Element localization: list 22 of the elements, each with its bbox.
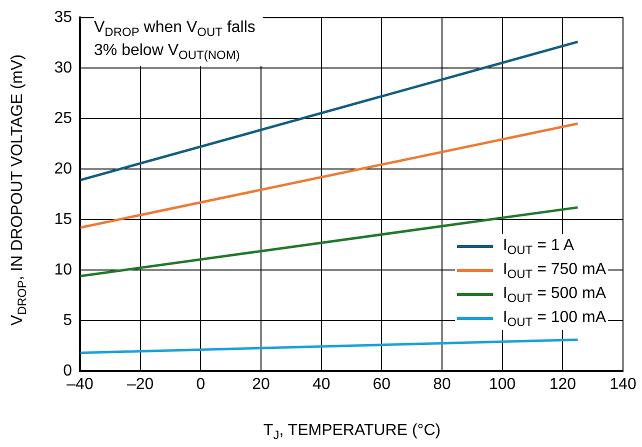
text: V$_{DROP}$ when V$_{OUT}$ falls 3% below V$_{OUT(NOM)}$ [94, 19, 256, 62]
y-tick-label: 35 [54, 9, 72, 26]
x-tick-label: 0 [196, 376, 206, 394]
y-tick-label: 30 [54, 59, 72, 76]
x-axis-title: T$_{J}$, TEMPERATURE (°C) [263, 422, 441, 442]
y-tick-label: 10 [54, 261, 72, 278]
x-tick-label: –20 [126, 376, 154, 394]
x-tick-label: 20 [252, 376, 270, 394]
y-tick-label: 25 [54, 110, 72, 127]
legend-label: I$_{OUT}$ = 1 A [502, 237, 574, 257]
x-tick-label: 60 [372, 376, 391, 394]
legend-label: I$_{OUT}$ = 750 mA [502, 261, 606, 281]
legend-label: I$_{OUT}$ = 500 mA [502, 285, 606, 305]
x-tick-label: 120 [549, 376, 576, 394]
x-tick-label: 140 [610, 376, 636, 394]
x-tick-label: 40 [312, 376, 330, 394]
x-tick-label: 100 [488, 376, 516, 394]
y-tick-label: 5 [63, 312, 72, 329]
y-tick-label: 15 [54, 210, 72, 228]
x-tick-label: 80 [433, 376, 451, 394]
y-tick-label: 20 [54, 160, 72, 178]
legend-label: I$_{OUT}$ = 100 mA [502, 309, 606, 329]
